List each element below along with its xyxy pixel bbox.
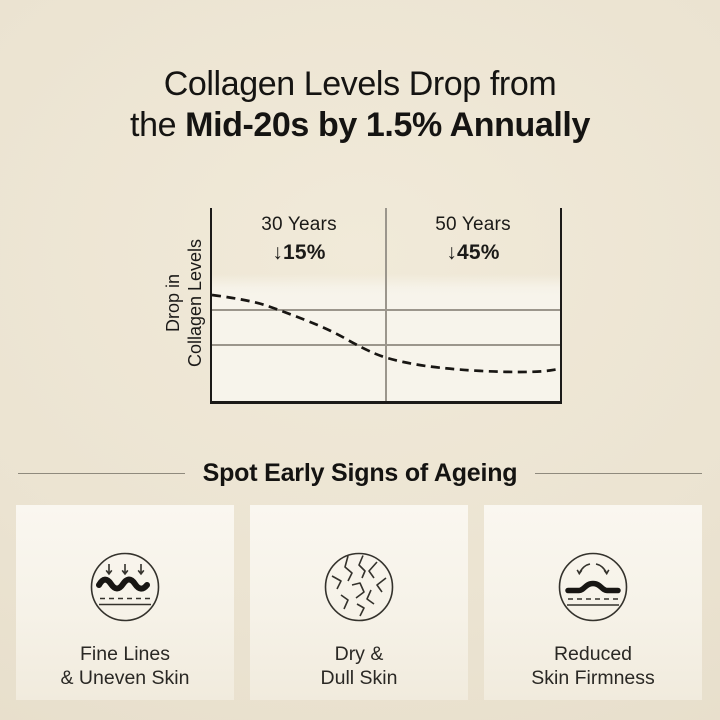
card-label-line-2: Skin Firmness [531, 667, 655, 689]
drop-value: ↓45% [446, 241, 500, 264]
card-label: Fine Lines & Uneven Skin [61, 642, 190, 690]
annotation-50-years: 50 Years ↓45% [386, 214, 560, 265]
age-divider-line [385, 208, 387, 401]
card-label-line-1: Dry & [334, 643, 384, 665]
collagen-curve [211, 293, 561, 374]
collagen-chart: 30 Years ↓15% 50 Years ↓45% [210, 208, 562, 404]
divider-line-right [535, 473, 703, 474]
card-label: Reduced Skin Firmness [531, 642, 655, 690]
title-line-2-regular: the [130, 106, 186, 144]
card-dry-dull: Dry & Dull Skin [250, 505, 468, 700]
page-title: Collagen Levels Drop from the Mid-20s by… [0, 64, 720, 146]
card-reduced-firmness: Reduced Skin Firmness [484, 505, 702, 700]
card-label-line-1: Fine Lines [80, 643, 170, 665]
title-line-2-bold: Mid-20s by 1.5% Annually [185, 106, 590, 144]
annotation-30-years: 30 Years ↓15% [212, 214, 386, 265]
title-line-1: Collagen Levels Drop from [163, 65, 557, 103]
card-label-line-1: Reduced [553, 643, 633, 665]
card-label-line-2: & Uneven Skin [60, 667, 190, 689]
card-label: Dry & Dull Skin [321, 642, 398, 690]
age-label: 50 Years [435, 214, 511, 235]
drop-value: ↓15% [272, 241, 326, 264]
card-fine-lines: Fine Lines & Uneven Skin [16, 505, 234, 700]
y-axis-label-line-2: Collagen Levels [185, 238, 205, 368]
age-label: 30 Years [261, 214, 337, 235]
reduced-skin-firmness-icon [558, 552, 628, 622]
divider-line-left [18, 473, 185, 474]
card-label-line-2: Dull Skin [320, 667, 398, 689]
section-heading: Spot Early Signs of Ageing [202, 459, 518, 487]
fine-lines-icon [90, 552, 160, 622]
y-axis-label: Drop in Collagen Levels [162, 183, 206, 423]
dry-dull-skin-icon [324, 552, 394, 622]
y-axis-label-line-1: Drop in [163, 273, 183, 333]
signs-cards: Fine Lines & Uneven Skin [16, 505, 704, 700]
section-heading-row: Spot Early Signs of Ageing [0, 459, 720, 488]
title-line-2: the Mid-20s by 1.5% Annually [0, 105, 720, 146]
